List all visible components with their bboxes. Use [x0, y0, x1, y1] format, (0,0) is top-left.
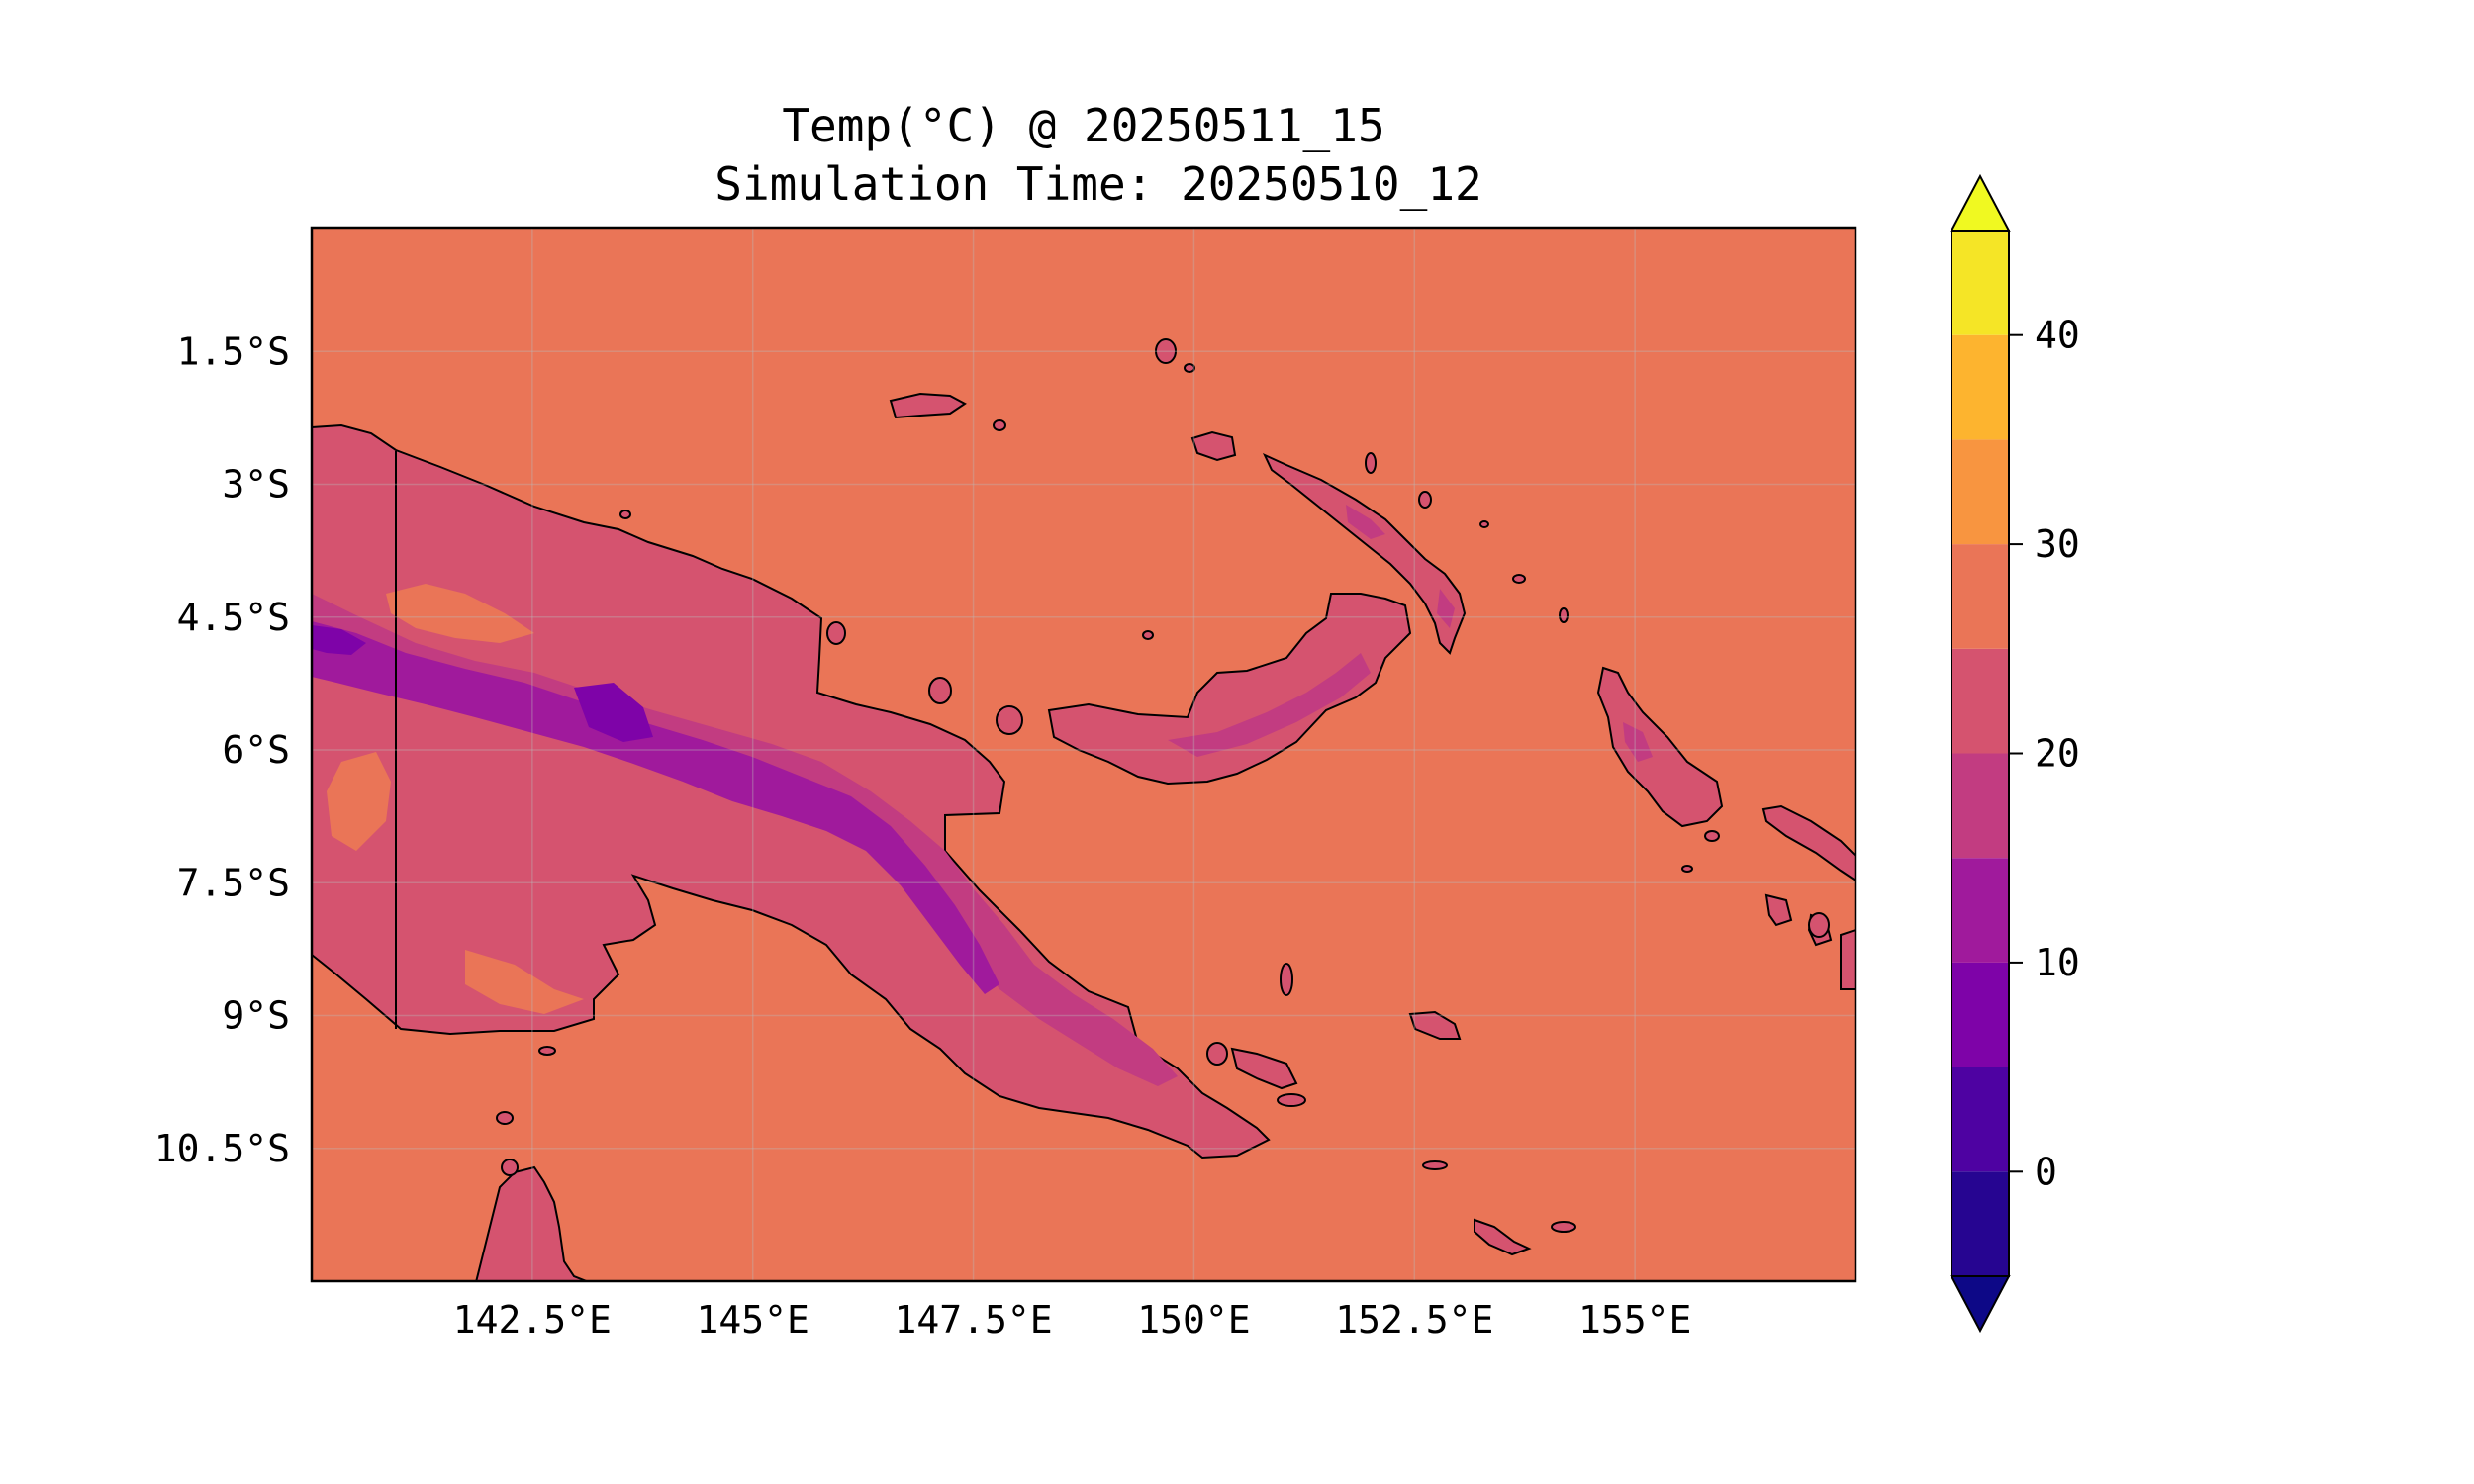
lon-tick-label: 150°E — [1137, 1298, 1250, 1342]
fergusson-island — [1230, 1047, 1298, 1090]
australia-landmass — [475, 1165, 590, 1281]
colorbar-band — [1951, 1171, 2009, 1276]
lat-tick-label: 6°S — [222, 728, 290, 772]
map-content — [312, 228, 1856, 1281]
woodlark-island — [1408, 1010, 1462, 1040]
lat-tick-label: 3°S — [222, 463, 290, 507]
rossel-island — [1474, 1218, 1532, 1256]
bougainville-interior — [1623, 722, 1653, 762]
map-gridlines — [312, 228, 1856, 1281]
bougainville-island — [1596, 666, 1724, 828]
new-guinea-lowland-patch — [327, 584, 584, 1014]
small-islets — [496, 338, 1830, 1233]
colorbar-tick-label: 20 — [2035, 732, 2080, 776]
plot-title-line2: Simulation Time: 20250510_12 — [714, 157, 1481, 211]
colorbar-band — [1951, 858, 2009, 963]
colorbar-under-arrow — [1950, 1275, 2011, 1334]
lat-tick-label: 1.5°S — [177, 329, 290, 373]
new-ireland-island — [1262, 452, 1467, 655]
map-panel: 142.5°E 145°E 147.5°E 150°E 152.5°E 155°E 1.5… — [154, 226, 1857, 1342]
colorbar-tick-label: 40 — [2035, 314, 2080, 357]
lon-tick-label: 142.5°E — [453, 1298, 612, 1342]
plot-title-line1: Temp(°C) @ 20250511_15 — [782, 99, 1384, 152]
lat-tick-label: 9°S — [222, 994, 290, 1038]
new-hanover-island — [1190, 430, 1237, 462]
colorbar-band — [1951, 231, 2009, 335]
colorbar-band — [1951, 962, 2009, 1067]
new-guinea-highlands-core — [312, 621, 999, 994]
colorbar-tick-label: 0 — [2035, 1150, 2057, 1193]
new-britain-interior — [1168, 653, 1371, 757]
choiseul-island — [1761, 804, 1856, 882]
colorbar-band — [1951, 1067, 2009, 1172]
lat-tick-label: 4.5°S — [177, 596, 290, 639]
new-ireland-interior — [1346, 505, 1455, 628]
lon-tick-label: 155°E — [1578, 1298, 1691, 1342]
colorbar-tick-label: 10 — [2035, 941, 2080, 984]
map-frame — [310, 226, 1857, 1283]
lat-tick-label: 7.5°S — [177, 861, 290, 904]
new-guinea-coldest-patch — [312, 625, 653, 742]
colorbar-band — [1951, 544, 2009, 649]
colorbar-band — [1951, 648, 2009, 754]
new-guinea-island — [312, 423, 1271, 1159]
new-britain-island — [1047, 593, 1412, 786]
colorbar-band — [1951, 334, 2009, 440]
colorbar-band — [1951, 753, 2009, 859]
lon-tick-label: 152.5°E — [1335, 1298, 1493, 1342]
colorbar-band — [1951, 439, 2009, 545]
colorbar-tick-label: 30 — [2035, 522, 2080, 566]
lon-tick-label: 145°E — [697, 1298, 809, 1342]
latitude-axis: 1.5°S 3°S 4.5°S 6°S 7.5°S 9°S 10.5°S — [154, 329, 290, 1169]
lon-tick-label: 147.5°E — [894, 1298, 1052, 1342]
colorbar-over-arrow — [1950, 173, 2011, 232]
longitude-axis: 142.5°E 145°E 147.5°E 150°E 152.5°E 155°E — [453, 1298, 1692, 1342]
temperature-colorbar: 0 10 20 30 40 — [1950, 173, 2080, 1334]
lat-tick-label: 10.5°S — [154, 1127, 290, 1170]
manus-island — [889, 392, 967, 419]
